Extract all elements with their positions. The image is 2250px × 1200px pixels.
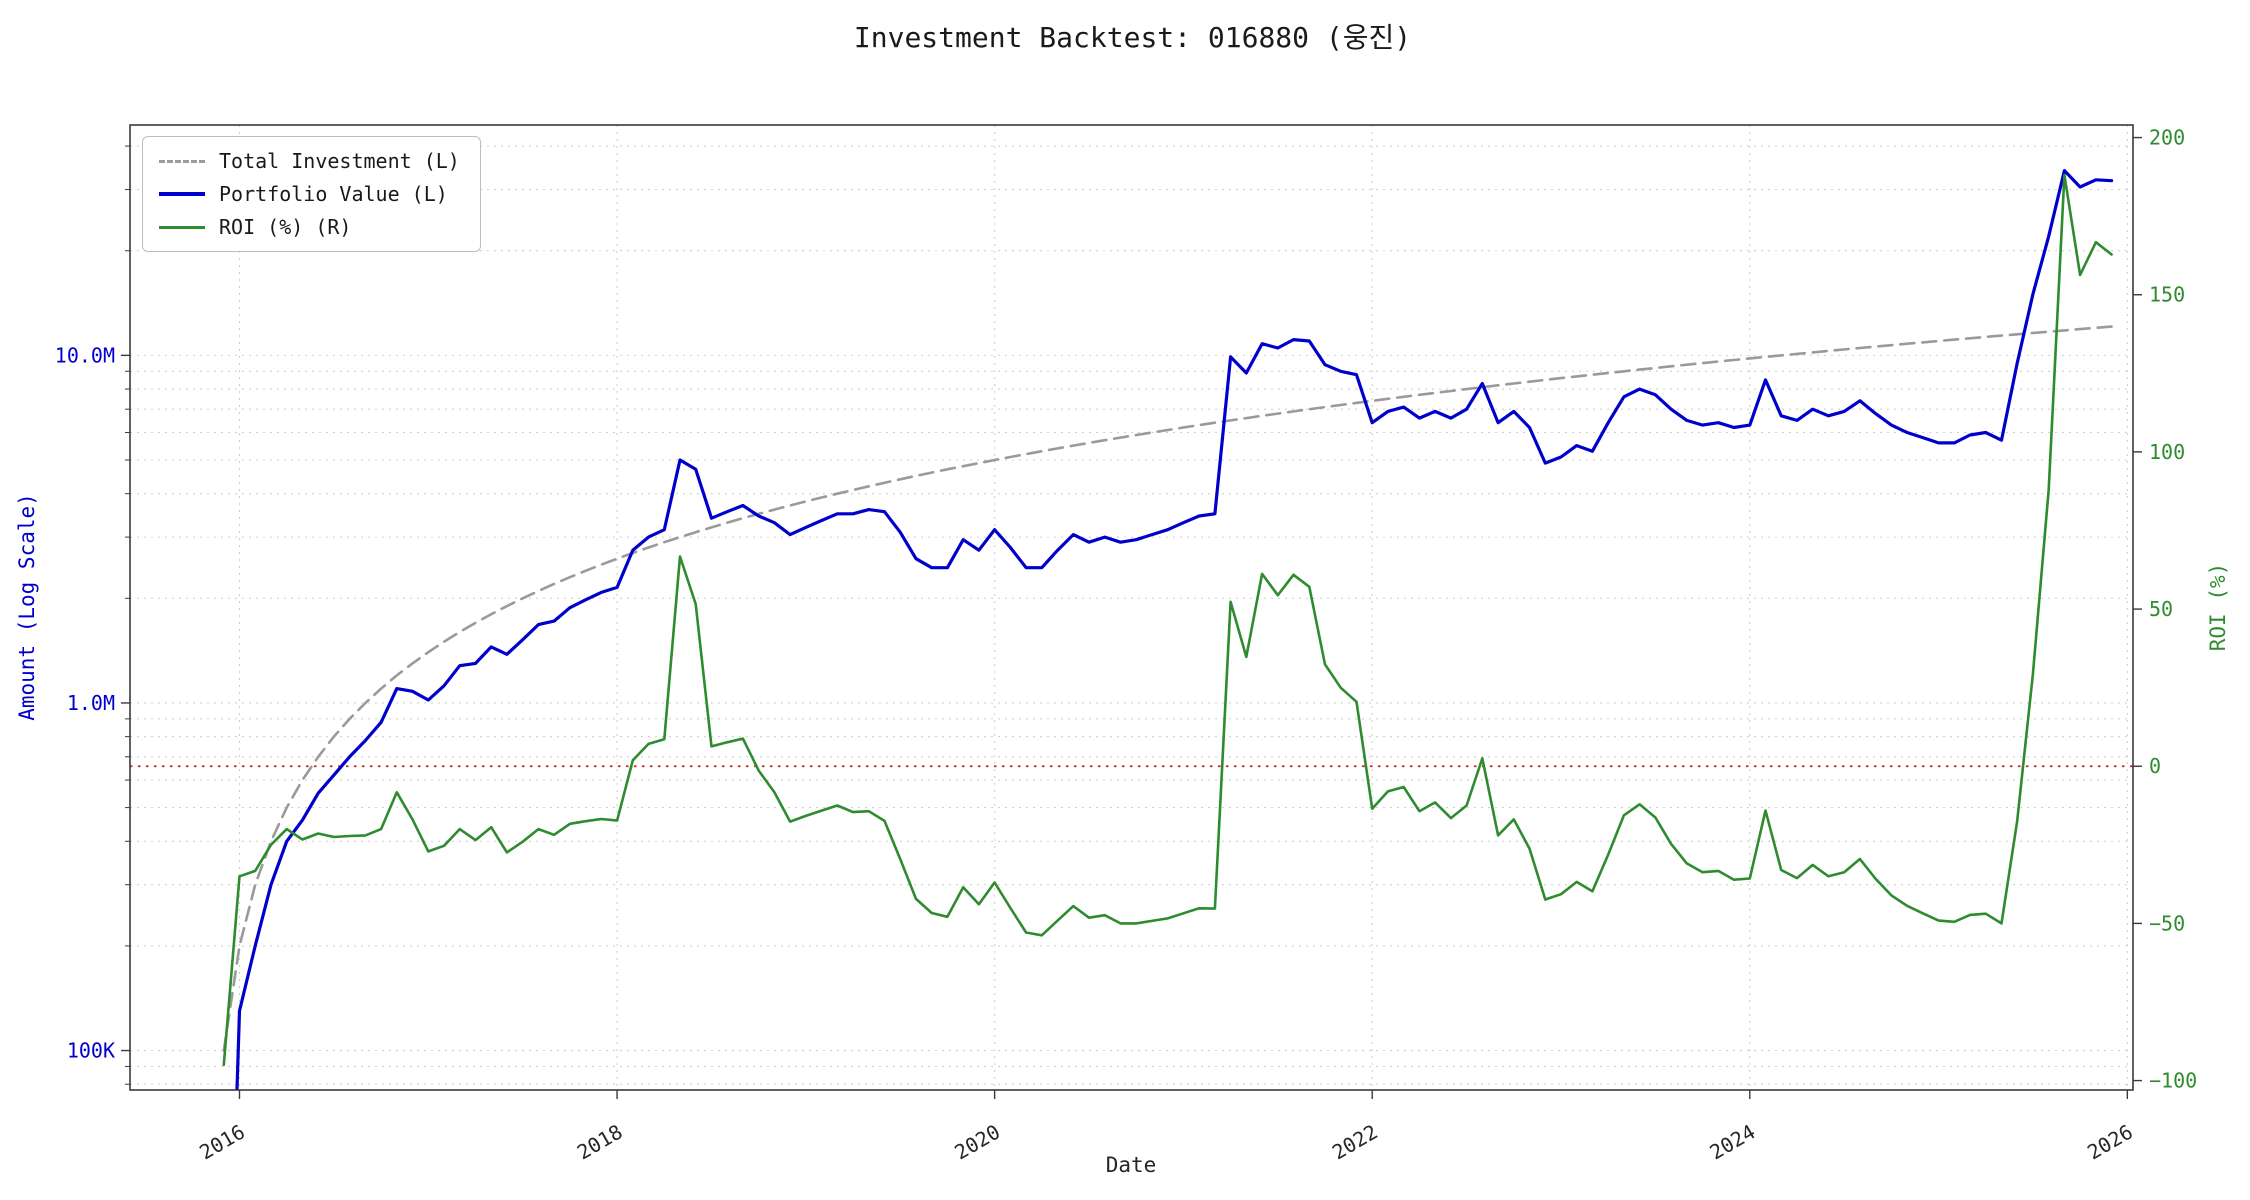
y-right-tick-label: 100 [2149,440,2185,464]
y-right-tick-label: 50 [2149,597,2173,621]
solid-line-swatch-icon [159,225,205,229]
y-left-tick-label: 1.0M [67,691,115,715]
x-tick-label: 2026 [2083,1120,2137,1165]
x-tick-label: 2018 [573,1120,627,1165]
y-left-tick-label: 100K [67,1039,115,1063]
y-right-tick-label: −100 [2149,1069,2197,1093]
legend-item-roi: ROI (%) (R) [159,215,460,239]
x-tick-label: 2022 [1328,1120,1382,1165]
axis-layer: 2016 2018 2020 2022 2024 2026 100K 1.0M 10.0M −10… [55,124,2197,1165]
y-right-tick-label: 150 [2149,283,2185,307]
y-right-tick-label: 200 [2149,126,2185,150]
series-line-portfolio-value-l [235,169,2114,1090]
grid-layer [130,125,2133,1090]
series-layer [222,169,2114,1090]
legend-item-total-investment: Total Investment (L) [159,149,460,173]
x-tick-label: 2020 [950,1120,1004,1165]
plot-border [129,124,2134,1091]
y-left-tick-label: 10.0M [55,343,115,367]
chart-title: Investment Backtest: 016880 (웅진) [853,21,1412,54]
y-right-tick-label: 0 [2149,754,2161,778]
dashed-line-swatch-icon [159,159,205,163]
legend: Total Investment (L) Portfolio Value (L)… [142,136,481,252]
legend-label: Total Investment (L) [219,149,460,173]
x-axis-label: Date [1106,1153,1157,1177]
legend-label: ROI (%) (R) [219,215,352,239]
solid-line-swatch-icon [159,192,205,196]
x-tick-label: 2016 [195,1120,249,1165]
series-line-total-investment-l [222,325,2113,1052]
legend-label: Portfolio Value (L) [219,182,448,206]
x-tick-label: 2024 [1706,1120,1760,1165]
y-right-tick-label: −50 [2149,911,2185,935]
y-left-axis-label: Amount (Log Scale) [15,493,39,721]
y-right-axis-label: ROI (%) [2206,563,2230,652]
legend-item-portfolio-value: Portfolio Value (L) [159,182,460,206]
series-clip-group [222,169,2114,1090]
series-line-roi-r [222,173,2113,1067]
